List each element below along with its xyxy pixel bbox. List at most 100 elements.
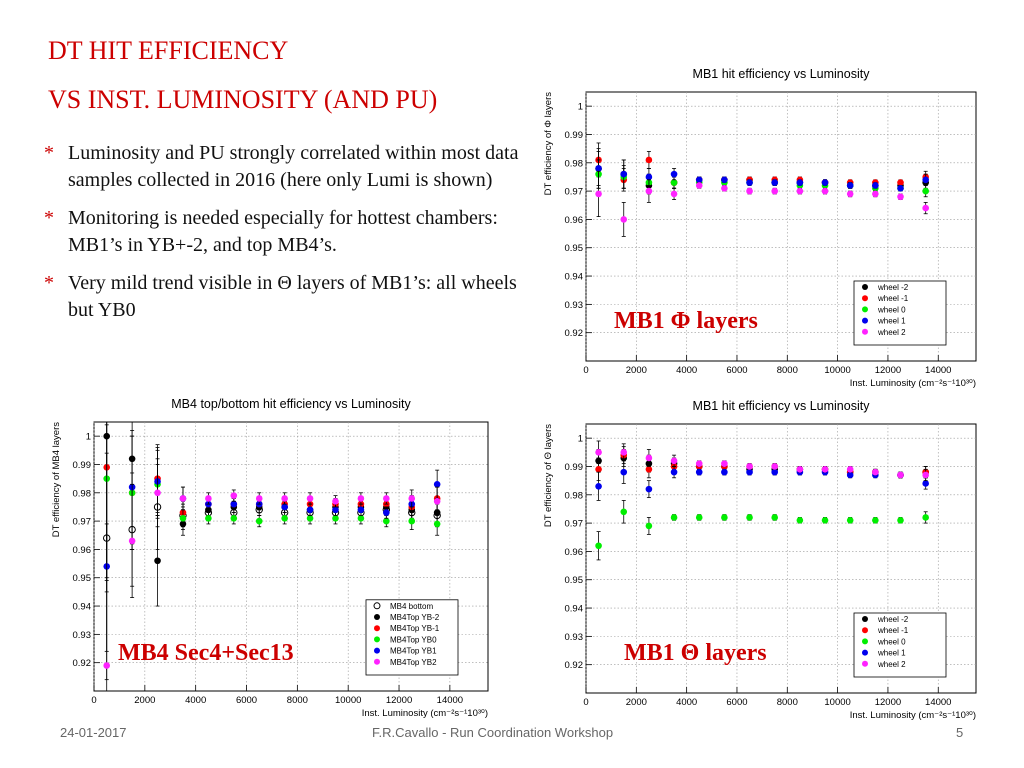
data-point [897,193,904,201]
data-point [746,514,753,521]
x-tick-label: 14000 [925,365,951,376]
x-tick-label: 2000 [626,697,647,708]
x-tick-label: 8000 [777,365,798,376]
y-tick-label: 0.99 [73,460,92,471]
legend-box [365,599,459,676]
data-point [922,480,929,487]
data-point [897,516,904,524]
y-tick-label: 0.98 [565,158,584,169]
data-point [872,190,879,198]
data-point [872,182,879,189]
data-point [255,495,263,502]
chart-svg: MB1 hit efficiency vs Luminosity 0 2000 400… [543,399,977,721]
data-point [721,460,728,467]
legend-marker [862,284,868,290]
chart-mb1-theta: MB1 hit efficiency vs Luminosity 0 2000 400… [538,394,982,726]
data-series [595,151,929,192]
legend-label: wheel 2 [877,328,906,337]
y-tick-label: 0.92 [565,660,584,671]
slide-title-line1: DT HIT EFFICIENCY [48,36,289,65]
bullet-star: * [44,142,54,164]
y-tick-label: 0.95 [73,573,92,584]
y-tick-label: 0.97 [565,187,584,198]
legend: wheel -2 wheel -1 wheel 0 wheel 1 wheel 2 [853,612,947,678]
x-tick-label: 10000 [335,695,361,706]
data-point [433,480,441,488]
overlay-label-phi: MB1 Φ layers [614,308,758,334]
data-series [103,458,441,692]
data-point [230,514,238,522]
data-point [595,449,602,456]
x-tick-label: 14000 [925,697,951,708]
x-tick-label: 4000 [676,697,697,708]
x-tick-label: 8000 [777,697,798,708]
x-axis-label: Inst. Luminosity (cm⁻²s⁻¹10³⁰) [362,708,488,719]
data-point [695,514,703,521]
data-series [595,170,929,237]
data-point [645,187,653,195]
legend-marker [862,660,868,667]
legend-box [853,612,947,678]
data-point [205,495,212,502]
data-point [383,495,390,502]
data-point [408,495,416,502]
x-tick-label: 0 [91,695,96,706]
footer-center: F.R.Cavallo - Run Coordination Workshop [372,725,614,740]
data-point [645,156,653,164]
data-point [771,463,779,470]
legend-label: MB4 bottom [390,602,433,611]
footer-page-number: 5 [956,725,964,740]
data-point [922,514,929,521]
data-point [281,503,288,511]
y-tick-label: 0.95 [565,243,584,254]
y-tick-label: 0.98 [565,490,584,501]
x-tick-label: 0 [583,365,588,376]
x-tick-label: 10000 [824,365,850,376]
x-tick-label: 12000 [875,365,901,376]
x-tick-label: 6000 [236,695,257,706]
bullet-item: * Very mild trend visible in Θ layers of… [44,270,534,324]
data-point [645,454,653,462]
legend-marker [862,649,868,656]
legend-label: MB4Top YB-2 [390,613,440,622]
y-axis-label: DT efficiency of MB4 layers [51,422,62,538]
data-point [721,468,728,476]
y-tick-label: 0.97 [73,517,92,528]
data-point [670,457,678,465]
legend-marker [862,627,868,634]
bullet-star: * [44,272,54,294]
data-point [433,497,441,505]
overlay-label-theta: MB1 Θ layers [624,640,767,666]
legend-label: wheel -2 [877,283,909,292]
data-point [746,463,753,470]
y-axis-label: DT efficiency of Θ layers [543,424,554,527]
data-point [595,482,602,490]
data-point [645,173,653,181]
data-point [846,182,854,189]
bullet-item: * Monitoring is needed especially for ho… [44,205,534,259]
data-point [897,179,904,186]
data-point [721,514,728,521]
y-tick-label: 0.97 [565,519,584,530]
legend-marker [862,306,868,313]
data-point [154,557,161,565]
legend-label: MB4Top YB-1 [390,624,440,633]
legend-marker [374,614,380,620]
data-point [383,509,390,516]
y-tick-label: 0.99 [565,130,584,141]
data-point [821,179,829,186]
y-tick-label: 0.94 [565,604,584,615]
x-tick-label: 8000 [287,695,308,706]
data-point [332,506,339,514]
x-axis-label: Inst. Luminosity (cm⁻²s⁻¹10³⁰) [850,378,976,389]
legend-label: wheel 0 [877,637,906,646]
data-point [620,216,628,223]
legend-label: wheel 1 [877,317,906,326]
chart-mb4: MB4 top/bottom hit efficiency vs Luminos… [46,392,494,724]
data-point [179,495,187,502]
data-point [746,187,753,195]
data-point [922,187,929,195]
x-tick-label: 14000 [437,695,463,706]
data-point [620,468,628,476]
data-point [670,179,678,186]
